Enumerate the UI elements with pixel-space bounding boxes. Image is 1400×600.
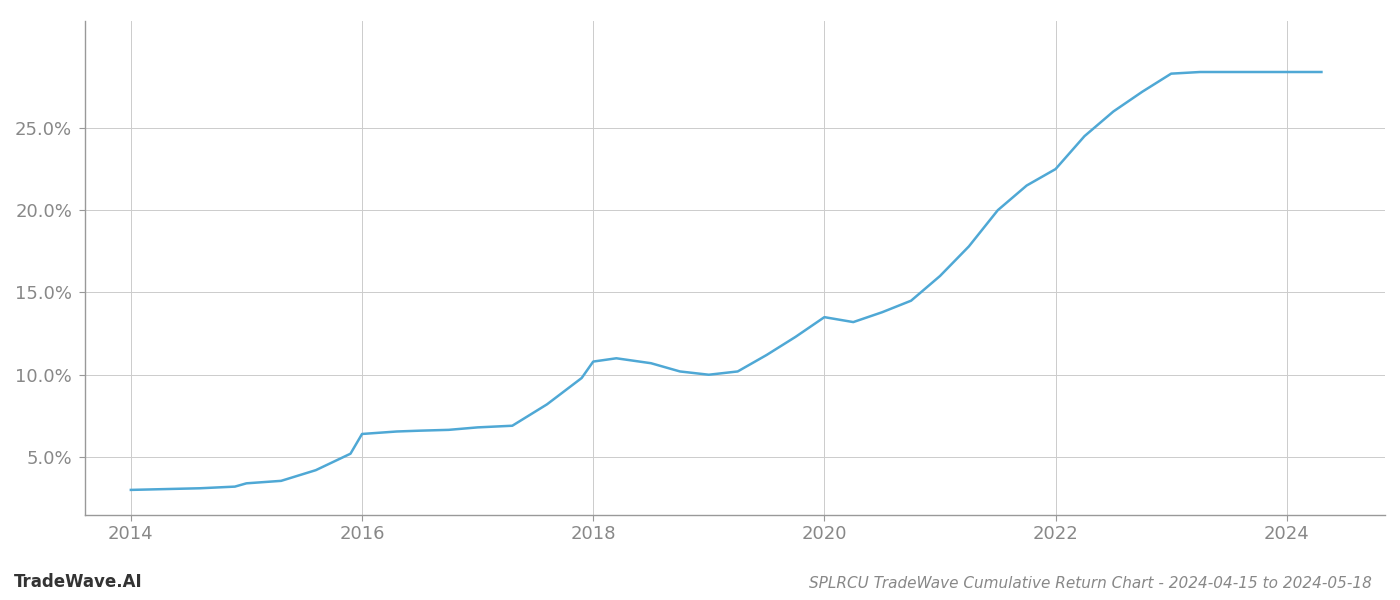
Text: TradeWave.AI: TradeWave.AI [14,573,143,591]
Text: SPLRCU TradeWave Cumulative Return Chart - 2024-04-15 to 2024-05-18: SPLRCU TradeWave Cumulative Return Chart… [809,576,1372,591]
